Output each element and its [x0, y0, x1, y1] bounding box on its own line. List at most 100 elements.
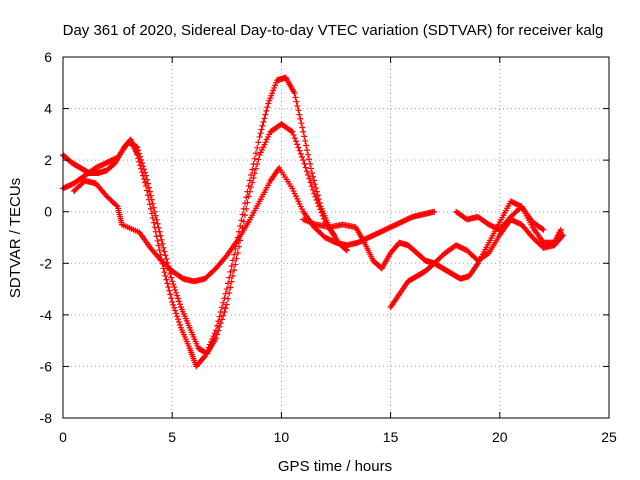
data-point: [228, 263, 235, 270]
x-tick-label: 15: [383, 429, 399, 445]
data-point: [262, 111, 269, 118]
series-track-d: [300, 198, 564, 282]
data-point: [294, 141, 301, 148]
data-point: [200, 354, 207, 361]
data-point: [302, 137, 309, 144]
data-point: [251, 155, 258, 162]
data-point: [220, 312, 227, 319]
data-point: [170, 281, 177, 288]
data-point: [245, 193, 252, 200]
data-point: [259, 122, 266, 129]
data-point: [260, 119, 267, 126]
data-point: [156, 247, 163, 254]
data-point: [255, 139, 262, 146]
data-point: [223, 301, 230, 308]
data-point: [299, 124, 306, 131]
data-point: [226, 274, 233, 281]
data-point: [311, 190, 318, 197]
plot-frame: [62, 56, 610, 419]
data-point: [174, 292, 181, 299]
data-point: [343, 247, 350, 254]
data-point: [263, 107, 270, 114]
data-point: [168, 274, 175, 281]
data-point: [152, 212, 159, 219]
data-point: [221, 308, 228, 315]
data-point: [134, 144, 141, 151]
data-point: [150, 204, 157, 211]
data-point: [142, 169, 149, 176]
series-track-f: [453, 203, 547, 233]
data-point: [212, 335, 219, 342]
data-point: [257, 130, 264, 137]
data-point: [175, 316, 182, 323]
data-point: [231, 251, 238, 258]
data-point: [144, 180, 151, 187]
data-point: [174, 313, 181, 320]
data-point: [431, 208, 438, 215]
data-point: [308, 165, 315, 172]
data-point: [311, 181, 318, 188]
data-point: [171, 284, 178, 291]
data-point: [168, 295, 175, 302]
data-point: [215, 327, 222, 334]
data-point: [297, 150, 304, 157]
data-point: [246, 188, 253, 195]
chart-title: Day 361 of 2020, Sidereal Day-to-day VTE…: [63, 22, 604, 39]
data-point: [306, 156, 313, 163]
data-point: [139, 160, 146, 167]
data-point: [163, 255, 170, 262]
data-point: [162, 272, 169, 279]
data-point: [229, 272, 236, 279]
data-point: [308, 183, 315, 190]
data-point: [145, 184, 152, 191]
data-point: [298, 120, 305, 127]
data-point: [290, 131, 297, 138]
data-point: [313, 196, 320, 203]
data-point: [232, 261, 239, 268]
data-point: [297, 115, 304, 122]
data-point: [302, 164, 309, 171]
data-point: [256, 133, 263, 140]
data-point: [176, 321, 183, 328]
data-point: [296, 111, 303, 118]
data-point: [165, 284, 172, 291]
data-point: [223, 286, 230, 293]
data-point: [142, 172, 149, 179]
x-tick-label: 5: [168, 429, 176, 445]
data-point: [294, 102, 301, 109]
data-point: [172, 286, 179, 293]
data-point: [559, 233, 566, 240]
data-point: [175, 295, 182, 302]
data-point: [225, 295, 232, 302]
data-point: [214, 331, 221, 338]
data-point: [173, 289, 180, 296]
data-point: [226, 290, 233, 297]
y-tick-label: -6: [40, 358, 53, 374]
data-point: [252, 165, 259, 172]
data-point: [306, 175, 313, 182]
data-point: [314, 200, 321, 207]
y-tick-label: 0: [44, 204, 52, 220]
data-point: [161, 248, 168, 255]
data-point: [300, 157, 307, 164]
data-point: [320, 215, 327, 222]
x-axis-label: GPS time / hours: [278, 458, 392, 475]
data-point: [291, 135, 298, 142]
data-point: [151, 208, 158, 215]
data-point: [296, 147, 303, 154]
data-point: [560, 231, 567, 238]
data-point: [289, 128, 296, 135]
data-point: [288, 127, 295, 134]
data-point: [141, 166, 148, 173]
data-point: [250, 174, 257, 181]
data-point: [305, 172, 312, 179]
data-point: [539, 225, 546, 232]
data-point: [307, 179, 314, 186]
data-point: [292, 94, 299, 101]
data-point: [163, 276, 170, 283]
data-point: [264, 104, 271, 111]
data-point: [216, 323, 223, 330]
data-point: [157, 232, 164, 239]
data-point: [319, 212, 326, 219]
